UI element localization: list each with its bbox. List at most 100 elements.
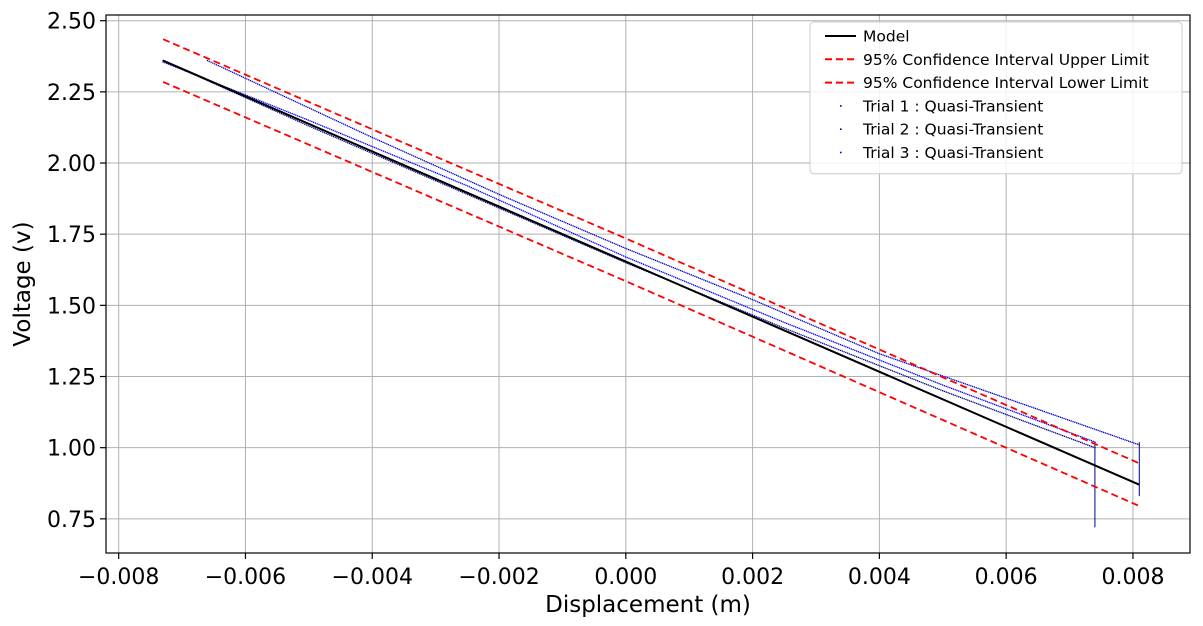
data-point [421,159,424,161]
data-point [984,406,987,408]
data-point [382,150,385,152]
data-point [278,93,280,95]
data-point [323,114,325,116]
data-point [547,228,550,230]
data-point [321,125,324,127]
data-point [653,259,655,261]
data-point [990,408,992,410]
data-point [660,261,662,264]
data-point [995,410,998,412]
data-point [739,309,741,311]
data-point [429,162,431,164]
data-point [777,324,779,327]
data-point [413,170,415,173]
data-point [481,200,483,202]
data-point [371,136,373,139]
data-point [929,370,931,373]
data-point [854,355,856,357]
data-point [296,101,298,104]
data-point [888,363,890,365]
data-point [970,395,972,397]
legend-label: Trial 1 : Quasi-Transient [862,97,1043,115]
data-point [820,341,822,344]
data-point [304,123,306,125]
data-point [764,313,766,316]
data-point [222,67,225,69]
data-point [868,361,870,363]
data-point [271,109,274,111]
data-point [771,316,774,319]
data-point [705,280,707,282]
data-point [1000,395,1002,398]
data-point [983,405,985,407]
data-point [425,176,428,178]
data-point [965,398,967,401]
data-point [642,254,644,257]
data-point [244,94,247,96]
data-point [800,328,802,330]
data-point [855,350,858,352]
data-point [277,111,279,113]
data-point [1022,403,1024,405]
data-point [805,330,808,332]
data-point [875,363,877,366]
data-point [1042,427,1044,429]
data-point [737,308,739,310]
data-point [614,257,616,259]
data-point [323,132,326,134]
data-point [406,167,408,169]
data-point [1036,419,1039,422]
data-point [1067,431,1069,433]
data-point [762,303,764,305]
data-point [837,335,839,337]
data-point [629,249,632,251]
data-point [260,85,262,87]
data-point [936,382,938,384]
data-point [248,98,250,100]
data-point [325,126,327,129]
data-point [1079,441,1082,444]
data-point [916,366,918,368]
data-point [771,307,773,309]
data-point [384,158,386,160]
data-point [633,251,635,253]
data-point [345,135,347,137]
data-point [581,229,583,231]
data-point [388,159,390,162]
y-tick-label: 1.75 [47,223,96,248]
data-point [950,387,953,390]
data-point [459,182,462,184]
data-point [941,384,944,386]
data-point [364,133,366,135]
data-point [164,62,166,64]
data-point [886,355,888,357]
data-point [231,71,234,73]
data-point [535,223,537,225]
data-point [845,346,847,348]
data-point [610,241,612,243]
data-point [900,368,903,370]
data-point [1053,431,1055,433]
data-point [814,339,817,342]
data-point [838,343,840,345]
data-point [710,291,713,294]
data-point [914,365,916,368]
data-point [909,377,912,379]
data-point [241,95,243,97]
data-point [545,213,547,216]
data-point [991,392,994,395]
legend-marker [840,151,842,154]
data-point [832,341,834,343]
data-point [1078,441,1080,443]
data-point [329,128,331,130]
data-point [292,100,295,102]
data-point [937,373,940,376]
data-point [1054,414,1056,417]
data-point [303,105,305,107]
data-point [531,214,533,216]
data-point [1029,405,1031,408]
data-point [581,236,584,239]
data-point [549,222,551,224]
data-point [805,321,807,324]
data-point [877,352,879,354]
